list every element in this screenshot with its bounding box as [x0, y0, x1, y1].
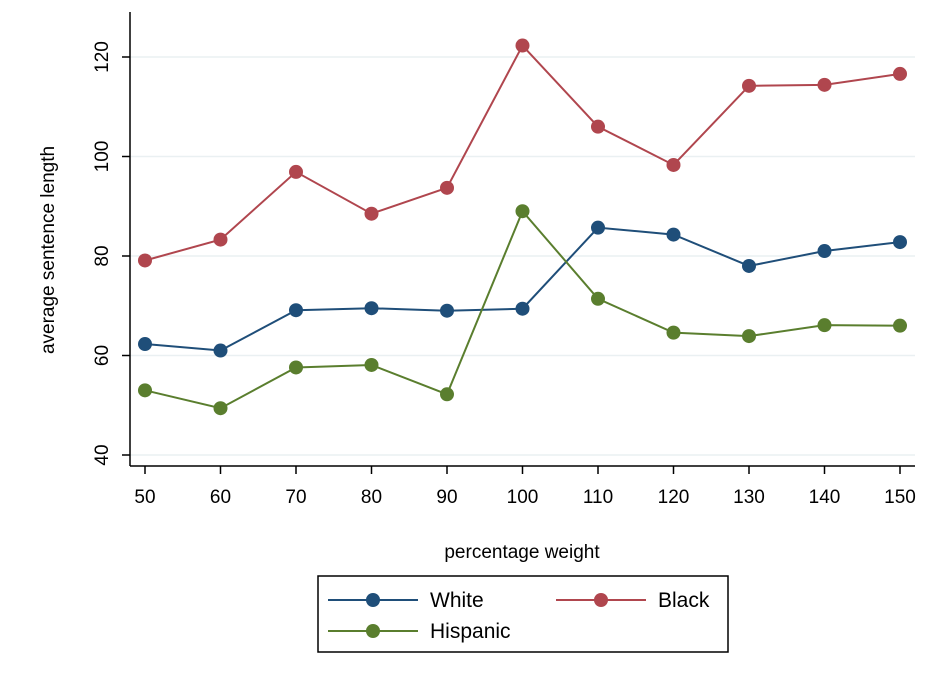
series-black [138, 38, 907, 268]
data-point-white-150 [893, 235, 907, 250]
y-tick-label-40: 40 [92, 444, 113, 465]
legend-label-hispanic: Hispanic [430, 620, 511, 643]
x-tick-label-110: 110 [583, 487, 613, 508]
data-point-hispanic-120 [666, 325, 681, 340]
data-point-hispanic-80 [364, 357, 379, 372]
legend-marker-black [594, 593, 608, 607]
x-tick-label-100: 100 [507, 487, 539, 508]
data-point-white-110 [591, 220, 605, 235]
data-point-white-50 [138, 337, 152, 352]
data-point-white-100 [515, 301, 530, 316]
data-point-white-80 [364, 301, 379, 316]
data-point-white-130 [742, 258, 756, 273]
axes: 40 60 80 100 120 50 60 70 80 90 100 110 120 130 140 150 [92, 12, 916, 508]
x-tick-label-130: 130 [733, 487, 765, 508]
data-point-black-80 [364, 206, 379, 221]
x-tick-label-90: 90 [436, 487, 457, 508]
data-point-hispanic-60 [213, 401, 228, 416]
gridlines [130, 12, 915, 466]
data-point-hispanic-70 [289, 360, 303, 375]
legend-label-black: Black [658, 589, 710, 612]
data-point-hispanic-90 [440, 387, 454, 402]
y-tick-label-60: 60 [92, 345, 113, 366]
legend-marker-white [366, 593, 380, 607]
y-tick-label-80: 80 [92, 245, 113, 266]
data-point-black-110 [591, 119, 605, 134]
data-point-hispanic-150 [893, 318, 907, 333]
x-tick-label-80: 80 [361, 487, 382, 508]
plot-region [130, 12, 915, 466]
x-tick-label-60: 60 [210, 487, 231, 508]
x-tick-label-140: 140 [809, 487, 841, 508]
legend-frame [317, 575, 729, 653]
data-point-hispanic-140 [817, 318, 832, 333]
data-point-black-140 [817, 77, 832, 92]
data-point-hispanic-130 [742, 329, 756, 344]
data-point-black-60 [213, 232, 228, 247]
data-point-black-150 [893, 66, 907, 81]
series-white [138, 220, 907, 358]
data-point-black-120 [666, 157, 681, 172]
data-point-black-50 [138, 253, 152, 268]
data-point-black-130 [742, 78, 756, 93]
data-point-hispanic-110 [591, 291, 605, 306]
y-axis-title: average sentence length [38, 146, 59, 354]
x-tick-label-120: 120 [658, 487, 690, 508]
legend: White Black Hispanic [317, 575, 729, 653]
x-tick-label-70: 70 [285, 487, 306, 508]
data-point-black-70 [289, 164, 303, 179]
data-point-black-100 [515, 38, 530, 53]
y-tick-label-120: 120 [92, 41, 113, 73]
data-point-hispanic-100 [515, 204, 530, 219]
legend-marker-hispanic [366, 624, 380, 638]
data-point-white-140 [817, 244, 832, 259]
data-point-white-120 [666, 227, 681, 242]
series-layer [138, 38, 907, 416]
legend-label-white: White [430, 589, 484, 612]
data-point-hispanic-50 [138, 383, 152, 398]
x-tick-label-150: 150 [884, 487, 916, 508]
data-point-black-90 [440, 180, 454, 195]
x-axis-title: percentage weight [444, 542, 600, 563]
x-tick-label-50: 50 [134, 487, 155, 508]
data-point-white-60 [213, 343, 228, 358]
y-tick-label-100: 100 [92, 141, 113, 173]
data-point-white-70 [289, 303, 303, 318]
data-point-white-90 [440, 303, 454, 318]
series-hispanic [138, 204, 907, 416]
